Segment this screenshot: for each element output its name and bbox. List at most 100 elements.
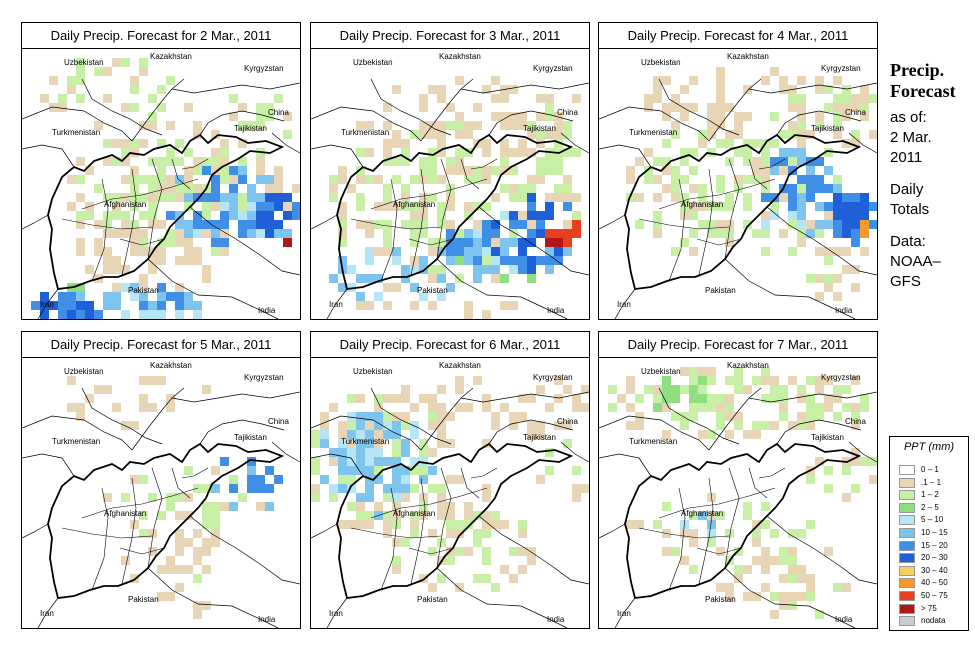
precip-cell — [139, 193, 148, 202]
precip-cell — [455, 403, 464, 412]
precip-cell — [356, 466, 365, 475]
precip-cell — [365, 256, 374, 265]
precip-cell — [103, 94, 112, 103]
precip-cell — [716, 175, 725, 184]
precip-cell — [689, 529, 698, 538]
precip-cell — [410, 283, 419, 292]
precip-cell — [139, 529, 148, 538]
precip-cell — [220, 247, 229, 256]
precip-cell — [103, 265, 112, 274]
precip-cell — [824, 256, 833, 265]
legend-label: 0 – 1 — [921, 465, 939, 474]
precip-cell — [518, 529, 527, 538]
precip-cell — [419, 220, 428, 229]
precip-cell — [229, 502, 238, 511]
map-label-kazakhstan: Kazakhstan — [727, 52, 769, 61]
precip-cell — [860, 457, 869, 466]
precip-cell — [410, 511, 419, 520]
map-label-turkmenistan: Turkmenistan — [629, 437, 677, 446]
precip-cell — [347, 394, 356, 403]
precip-cell — [482, 529, 491, 538]
precip-cell — [671, 247, 680, 256]
precip-cell — [653, 157, 662, 166]
precip-cell — [815, 457, 824, 466]
precip-cell — [734, 385, 743, 394]
precip-cell — [797, 157, 806, 166]
precip-cell — [491, 166, 500, 175]
precip-cell — [788, 121, 797, 130]
precip-cell — [85, 301, 94, 310]
precip-cell — [824, 184, 833, 193]
precip-cell — [446, 511, 455, 520]
precip-cell — [103, 139, 112, 148]
precip-cell — [509, 184, 518, 193]
precip-cell — [689, 538, 698, 547]
precip-cell — [644, 148, 653, 157]
precip-cell — [788, 220, 797, 229]
panel-title: Daily Precip. Forecast for 3 Mar., 2011 — [311, 23, 589, 49]
province-border — [408, 547, 454, 555]
province-border — [61, 218, 153, 230]
precip-cell — [473, 220, 482, 229]
legend-item: 50 – 75 — [899, 591, 964, 601]
map-label-kazakhstan: Kazakhstan — [439, 52, 481, 61]
precip-cell — [491, 238, 500, 247]
precip-cell — [85, 265, 94, 274]
precip-cell — [410, 457, 419, 466]
precip-cell — [229, 112, 238, 121]
forecast-panel-4: Daily Precip. Forecast for 5 Mar., 2011 … — [21, 331, 301, 629]
precip-cell — [130, 292, 139, 301]
precip-cell — [500, 238, 509, 247]
precip-cell — [139, 292, 148, 301]
precip-cell — [265, 484, 274, 493]
precip-cell — [347, 448, 356, 457]
precip-cell — [545, 265, 554, 274]
province-border — [698, 168, 714, 276]
precip-cell — [743, 502, 752, 511]
precip-cell — [518, 193, 527, 202]
precip-cell — [482, 139, 491, 148]
precip-cell — [482, 247, 491, 256]
precip-cell — [238, 139, 247, 148]
precip-cell — [698, 403, 707, 412]
precip-cell — [779, 556, 788, 565]
precip-cell — [410, 430, 419, 439]
precip-cell — [707, 520, 716, 529]
precip-cell — [815, 85, 824, 94]
precip-cell — [500, 256, 509, 265]
precip-cell — [815, 292, 824, 301]
precip-cell — [166, 592, 175, 601]
precip-cell — [347, 265, 356, 274]
precip-cell — [265, 202, 274, 211]
precip-cell — [238, 157, 247, 166]
precip-cell — [716, 583, 725, 592]
precip-cell — [365, 301, 374, 310]
precip-cell — [446, 184, 455, 193]
precip-cell — [211, 166, 220, 175]
precip-cell — [383, 157, 392, 166]
precip-cell — [437, 211, 446, 220]
precip-cell — [184, 238, 193, 247]
precip-cell — [734, 148, 743, 157]
precip-cell — [338, 202, 347, 211]
precip-cell — [58, 94, 67, 103]
precip-cell — [644, 166, 653, 175]
precip-cell — [103, 157, 112, 166]
precip-cell — [491, 229, 500, 238]
precip-cell — [725, 130, 734, 139]
precip-cell — [761, 211, 770, 220]
precip-cell — [347, 457, 356, 466]
country-border — [598, 214, 626, 230]
precip-cell — [446, 529, 455, 538]
precip-cell — [238, 193, 247, 202]
precip-cell — [860, 211, 869, 220]
precip-cell — [707, 103, 716, 112]
precip-cell — [103, 220, 112, 229]
precip-cell — [536, 211, 545, 220]
precip-cell — [193, 256, 202, 265]
precip-cell — [518, 148, 527, 157]
precip-cell — [455, 520, 464, 529]
precip-cell — [175, 283, 184, 292]
country-border — [370, 387, 452, 445]
